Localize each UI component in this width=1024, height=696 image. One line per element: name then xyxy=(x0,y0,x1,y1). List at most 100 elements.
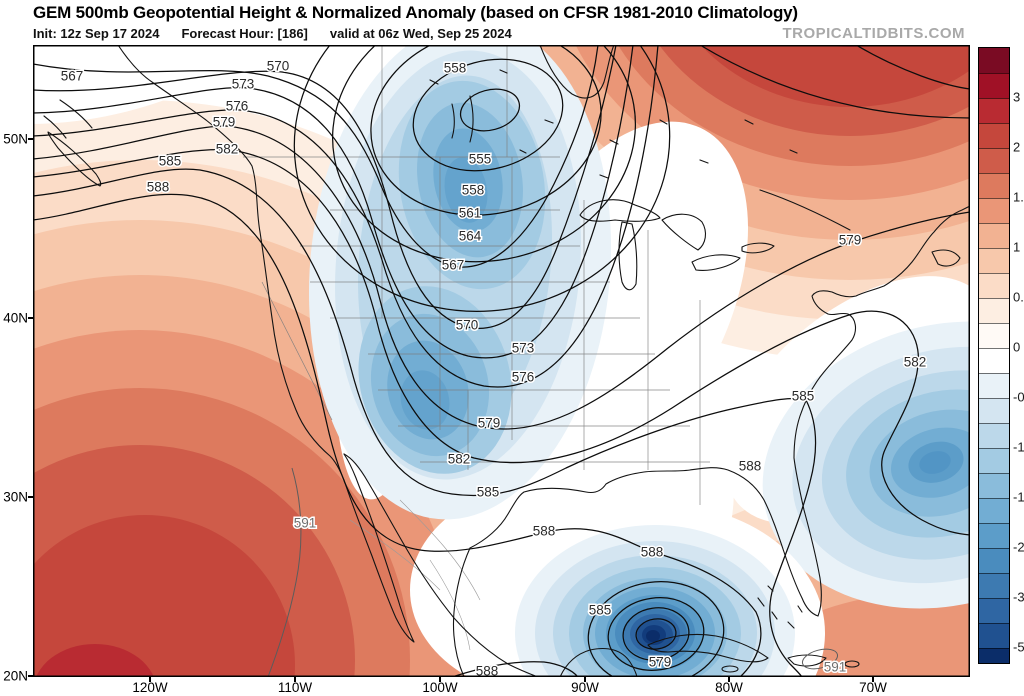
colorbar-segment xyxy=(979,498,1009,523)
cool-anomaly-central-trough xyxy=(308,45,612,520)
height-contours-591 xyxy=(267,467,839,677)
contour-label-591: 591 xyxy=(824,660,847,675)
contour-label-588: 588 xyxy=(476,664,499,678)
colorbar-segment xyxy=(979,448,1009,473)
y-axis-label-50N: 50N xyxy=(3,131,28,147)
init-time: Init: 12z Sep 17 2024 xyxy=(33,26,160,41)
contour-label-561: 561 xyxy=(459,206,482,221)
contour-label-582: 582 xyxy=(904,355,927,370)
colorbar-segment xyxy=(979,348,1009,373)
contour-label-570: 570 xyxy=(267,59,290,74)
x-axis-tick xyxy=(728,677,730,682)
anomaly-colorbar xyxy=(978,47,1010,664)
colorbar-segment xyxy=(979,523,1009,548)
contour-label-582: 582 xyxy=(216,142,239,157)
contour-label-588: 588 xyxy=(147,180,170,195)
colorbar-segment xyxy=(979,48,1009,73)
y-axis-label-20N: 20N xyxy=(3,668,28,684)
x-axis-label-70W: 70W xyxy=(859,680,887,695)
colorbar-segment xyxy=(979,373,1009,398)
contour-label-567: 567 xyxy=(61,69,84,84)
colorbar-segment xyxy=(979,223,1009,248)
colorbar-tick--2: -2 xyxy=(1013,539,1024,555)
colorbar-tick-0.5: 0.5 xyxy=(1013,289,1024,305)
colorbar-tick--0.5: -0.5 xyxy=(1013,389,1024,405)
y-axis-tick xyxy=(28,675,33,677)
contour-label-585: 585 xyxy=(589,603,612,618)
mexico-state-borders xyxy=(349,499,481,651)
y-axis-tick xyxy=(28,496,33,498)
contour-label-579: 579 xyxy=(839,233,862,248)
colorbar-tick-1: 1 xyxy=(1013,239,1021,255)
colorbar-segment xyxy=(979,98,1009,123)
contour-label-585: 585 xyxy=(792,389,815,404)
colorbar-segment xyxy=(979,123,1009,148)
y-axis-tick xyxy=(28,317,33,319)
colorbar-tick--5: -5 xyxy=(1013,639,1024,655)
colorbar-segment xyxy=(979,423,1009,448)
contour-label-558: 558 xyxy=(444,61,467,76)
colorbar-segment xyxy=(979,273,1009,298)
colorbar-tick-0: 0 xyxy=(1013,339,1021,355)
contour-label-588: 588 xyxy=(641,545,664,560)
colorbar-segment xyxy=(979,148,1009,173)
x-axis-tick xyxy=(149,677,151,682)
y-axis-label-30N: 30N xyxy=(3,489,28,505)
contour-label-570: 570 xyxy=(456,318,479,333)
contour-label-585: 585 xyxy=(159,154,182,169)
colorbar-segment xyxy=(979,398,1009,423)
y-axis-label-40N: 40N xyxy=(3,310,28,326)
contour-label-576: 576 xyxy=(512,370,535,385)
colorbar-tick--1.5: -1.5 xyxy=(1013,489,1024,505)
x-axis-label-80W: 80W xyxy=(715,680,743,695)
run-info: Init: 12z Sep 17 2024 Forecast Hour: [186… xyxy=(33,26,534,41)
contour-label-579: 579 xyxy=(213,115,236,130)
x-axis-tick xyxy=(584,677,586,682)
map-border xyxy=(33,45,970,677)
contour-label-564: 564 xyxy=(459,229,482,244)
contour-label-579: 579 xyxy=(649,655,672,670)
colorbar-segment xyxy=(979,548,1009,573)
colorbar-tick--1: -1 xyxy=(1013,439,1024,455)
y-axis-tick xyxy=(28,138,33,140)
contour-label-588: 588 xyxy=(739,459,762,474)
x-axis-label-90W: 90W xyxy=(571,680,599,695)
contour-label-558: 558 xyxy=(462,183,485,198)
colorbar-tick-2: 2 xyxy=(1013,139,1021,155)
colorbar-segment xyxy=(979,473,1009,498)
x-axis-tick xyxy=(439,677,441,682)
contour-label-573: 573 xyxy=(512,341,535,356)
map-plot: 5675705735765795825855885585555585615645… xyxy=(33,45,970,677)
contour-label-layer: 5675705735765795825855885585555585615645… xyxy=(59,57,928,678)
x-axis-tick xyxy=(294,677,296,682)
contour-label-588: 588 xyxy=(533,524,556,539)
contour-label-555: 555 xyxy=(469,152,492,167)
cool-anomaly-atlantic xyxy=(762,321,970,609)
colorbar-segment xyxy=(979,573,1009,598)
contour-label-573: 573 xyxy=(232,77,255,92)
colorbar-tick--3: -3 xyxy=(1013,589,1024,605)
x-axis-label-100W: 100W xyxy=(422,680,458,695)
contour-label-567: 567 xyxy=(442,258,465,273)
colorbar-segment xyxy=(979,323,1009,348)
colorbar-segment xyxy=(979,173,1009,198)
forecast-hour: Forecast Hour: [186] xyxy=(181,26,308,41)
colorbar-segment xyxy=(979,73,1009,98)
colorbar-segment xyxy=(979,198,1009,223)
valid-time: valid at 06z Wed, Sep 25 2024 xyxy=(329,26,512,41)
colorbar-segment xyxy=(979,598,1009,623)
contour-label-591: 591 xyxy=(294,516,317,531)
contour-label-576: 576 xyxy=(226,99,249,114)
colorbar-segment xyxy=(979,623,1009,648)
coastlines xyxy=(43,45,970,677)
contour-label-579: 579 xyxy=(478,416,501,431)
height-contours xyxy=(33,45,970,677)
colorbar-segment xyxy=(979,648,1009,663)
colorbar-tick-3: 3 xyxy=(1013,89,1021,105)
x-axis-tick xyxy=(872,677,874,682)
x-axis-label-110W: 110W xyxy=(277,680,313,695)
colorbar-segment xyxy=(979,298,1009,323)
x-axis-label-120W: 120W xyxy=(132,680,168,695)
page-title: GEM 500mb Geopotential Height & Normaliz… xyxy=(33,3,798,22)
